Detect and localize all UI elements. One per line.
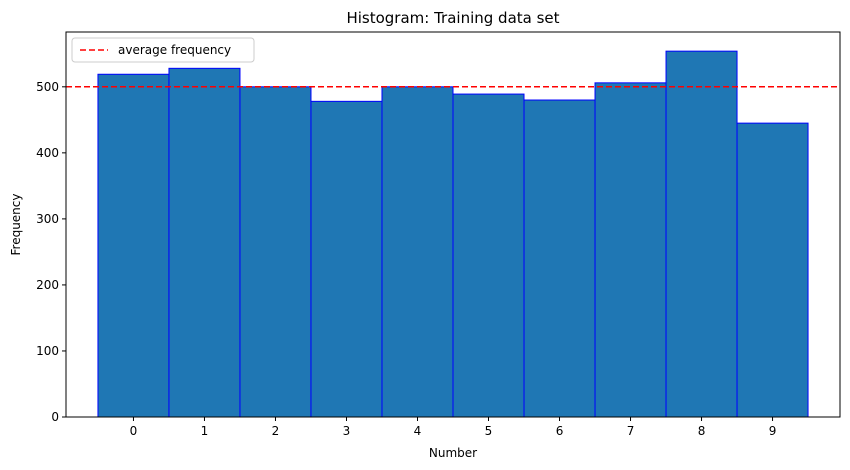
bar-2 (239, 86, 312, 418)
y-axis-label: Frequency (9, 194, 23, 256)
y-tick-label-100: 100 (36, 344, 59, 358)
x-axis-ticks: 0 1 2 3 4 5 6 7 8 9 (130, 417, 777, 438)
bar-4 (381, 86, 454, 418)
axes-frame (65, 31, 841, 418)
chart-title: Histogram: Training data set (346, 9, 559, 27)
x-tick-label-7: 7 (627, 424, 635, 438)
y-tick-label-300: 300 (36, 212, 59, 226)
y-tick-label-400: 400 (36, 146, 59, 160)
x-tick-label-2: 2 (272, 424, 280, 438)
x-tick-label-4: 4 (414, 424, 422, 438)
x-tick-label-1: 1 (201, 424, 209, 438)
y-tick-label-200: 200 (36, 278, 59, 292)
y-axis-ticks: 0 100 200 300 400 500 (36, 80, 66, 424)
legend-box (71, 37, 255, 63)
bar-0 (97, 73, 170, 418)
legend: average frequency (71, 37, 255, 63)
y-tick-label-0: 0 (51, 410, 59, 424)
bar-8 (665, 50, 738, 418)
x-tick-label-3: 3 (343, 424, 351, 438)
x-axis-label: Number (429, 446, 477, 460)
y-tick-label-500: 500 (36, 80, 59, 94)
bar-9 (736, 122, 809, 418)
x-tick-label-6: 6 (556, 424, 564, 438)
legend-label-average-frequency: average frequency (118, 43, 231, 57)
x-tick-label-0: 0 (130, 424, 138, 438)
x-tick-label-5: 5 (485, 424, 493, 438)
bar-7 (594, 82, 667, 418)
bars-group (97, 50, 809, 418)
bar-6 (523, 99, 596, 418)
x-tick-label-9: 9 (769, 424, 777, 438)
bar-5 (452, 93, 525, 418)
bar-3 (310, 100, 383, 418)
x-tick-label-8: 8 (698, 424, 706, 438)
bar-1 (168, 67, 241, 418)
